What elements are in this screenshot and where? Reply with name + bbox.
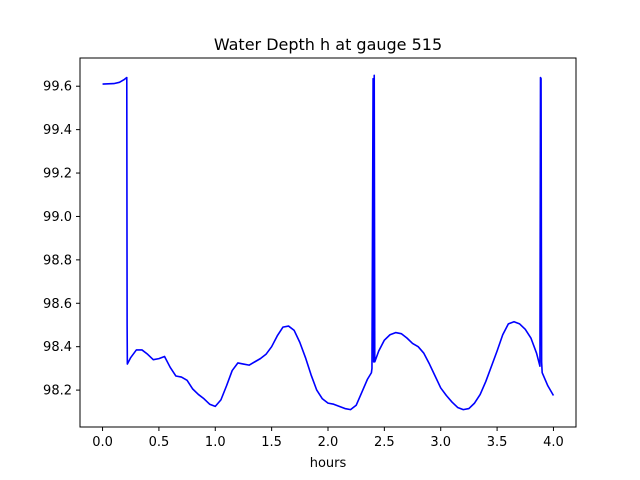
y-axis: 98.2 98.4 98.6 98.8 99.0 99.2 99.4 99.6 [43,80,80,399]
y-tick-label: 99.6 [43,80,72,95]
x-tick-label: 1.5 [261,435,282,450]
y-tick-label: 99.4 [43,123,72,138]
series-line [102,74,555,411]
axes-frame [79,57,577,428]
x-tick-label: 3.0 [430,435,451,450]
chart-title: Water Depth h at gauge 515 [214,35,442,54]
x-tick-label: 2.5 [374,435,395,450]
y-tick-label: 98.4 [43,340,72,355]
y-tick-label: 99.0 [43,210,72,225]
x-axis: 0.0 0.5 1.0 1.5 2.0 2.5 3.0 3.5 4.0 [92,427,564,450]
x-tick-label: 0.0 [92,435,113,450]
x-axis-label: hours [310,456,347,471]
x-tick-label: 1.0 [205,435,226,450]
x-tick-label: 2.0 [318,435,339,450]
x-tick-label: 3.5 [487,435,508,450]
y-tick-label: 98.2 [43,384,72,399]
y-tick-label: 99.2 [43,167,72,182]
y-tick-label: 98.8 [43,253,72,268]
x-tick-label: 4.0 [543,435,564,450]
x-tick-label: 0.5 [149,435,170,450]
plot-area [79,57,577,428]
y-tick-label: 98.6 [43,297,72,312]
